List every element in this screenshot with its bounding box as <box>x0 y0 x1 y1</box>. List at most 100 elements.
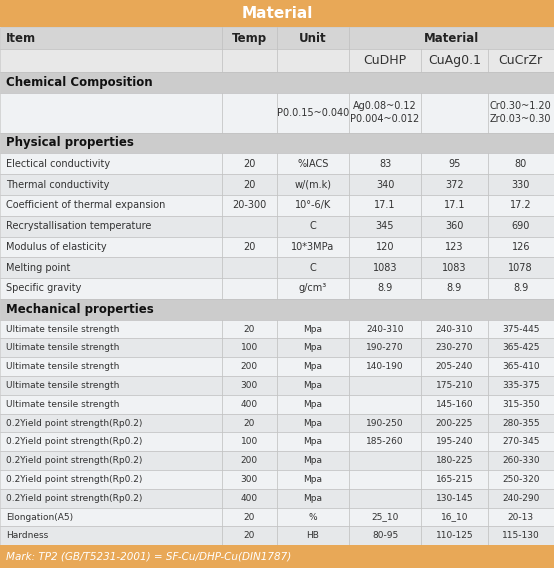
Bar <box>0 257 222 278</box>
Bar <box>421 195 488 216</box>
Text: Ultimate tensile strength: Ultimate tensile strength <box>6 381 119 390</box>
Text: 20: 20 <box>244 324 255 333</box>
Bar <box>0 27 222 49</box>
Text: 80: 80 <box>515 159 527 169</box>
Bar <box>488 174 554 195</box>
Text: Mpa: Mpa <box>304 381 322 390</box>
Bar <box>222 414 277 432</box>
Text: Mpa: Mpa <box>304 362 322 371</box>
Text: 8.9: 8.9 <box>513 283 529 294</box>
Text: 250-320: 250-320 <box>502 475 540 484</box>
Bar <box>421 470 488 489</box>
Bar <box>349 357 421 376</box>
Text: Cr0.30~1.20
Zr0.03~0.30: Cr0.30~1.20 Zr0.03~0.30 <box>490 101 552 124</box>
Bar <box>421 153 488 174</box>
Bar <box>0 432 222 451</box>
Bar <box>277 376 349 395</box>
Text: 25_10: 25_10 <box>371 512 399 521</box>
Bar <box>349 153 421 174</box>
Text: 20: 20 <box>243 179 255 190</box>
Bar <box>222 93 277 132</box>
Bar <box>0 508 222 527</box>
Bar <box>0 320 222 339</box>
Bar <box>488 357 554 376</box>
Bar <box>488 489 554 508</box>
Text: 0.2Yield point strength(Rp0.2): 0.2Yield point strength(Rp0.2) <box>6 437 142 446</box>
Text: Mpa: Mpa <box>304 475 322 484</box>
Bar <box>222 432 277 451</box>
Bar <box>222 236 277 257</box>
Text: Mpa: Mpa <box>304 400 322 409</box>
Text: 126: 126 <box>511 242 530 252</box>
Text: 190-250: 190-250 <box>366 419 404 428</box>
Text: HB: HB <box>306 531 320 540</box>
Text: Hardness: Hardness <box>6 531 48 540</box>
Text: 123: 123 <box>445 242 464 252</box>
Bar <box>488 278 554 299</box>
Text: 140-190: 140-190 <box>366 362 404 371</box>
Text: C: C <box>310 221 316 231</box>
Text: 335-375: 335-375 <box>502 381 540 390</box>
Bar <box>277 527 349 545</box>
Bar <box>222 278 277 299</box>
Bar <box>421 451 488 470</box>
Bar <box>222 339 277 357</box>
Text: 1083: 1083 <box>442 262 466 273</box>
Text: P0.0.15~0.040: P0.0.15~0.040 <box>277 108 349 118</box>
Bar <box>277 257 349 278</box>
Bar <box>0 216 222 236</box>
Text: 20-13: 20-13 <box>507 512 534 521</box>
Text: 83: 83 <box>379 159 391 169</box>
Bar <box>0 72 554 93</box>
Bar <box>349 257 421 278</box>
Text: 205-240: 205-240 <box>435 362 473 371</box>
Bar <box>277 278 349 299</box>
Bar <box>0 153 222 174</box>
Bar <box>421 257 488 278</box>
Bar <box>488 236 554 257</box>
Text: 230-270: 230-270 <box>435 343 473 352</box>
Text: Elongation(A5): Elongation(A5) <box>6 512 73 521</box>
Bar <box>421 93 488 132</box>
Text: 300: 300 <box>240 475 258 484</box>
Bar <box>0 49 222 72</box>
Text: Physical properties: Physical properties <box>6 136 134 149</box>
Bar <box>277 414 349 432</box>
Bar <box>421 216 488 236</box>
Bar <box>0 299 554 320</box>
Bar <box>0 451 222 470</box>
Text: 20-300: 20-300 <box>232 201 266 210</box>
Text: 375-445: 375-445 <box>502 324 540 333</box>
Text: 180-225: 180-225 <box>435 456 473 465</box>
Bar <box>222 357 277 376</box>
Bar <box>488 153 554 174</box>
Bar <box>488 339 554 357</box>
Bar <box>277 320 349 339</box>
Text: 365-425: 365-425 <box>502 343 540 352</box>
Bar <box>0 395 222 414</box>
Bar <box>222 451 277 470</box>
Bar <box>277 395 349 414</box>
Bar <box>222 489 277 508</box>
Text: Ultimate tensile strength: Ultimate tensile strength <box>6 400 119 409</box>
Bar <box>349 527 421 545</box>
Bar <box>222 153 277 174</box>
Text: 17.1: 17.1 <box>375 201 396 210</box>
Bar <box>0 414 222 432</box>
Bar <box>349 451 421 470</box>
Text: 10*3MPa: 10*3MPa <box>291 242 335 252</box>
Bar <box>222 216 277 236</box>
Text: Modulus of elasticity: Modulus of elasticity <box>6 242 106 252</box>
Text: Mpa: Mpa <box>304 324 322 333</box>
Bar <box>488 49 554 72</box>
Bar <box>0 376 222 395</box>
Text: 185-260: 185-260 <box>366 437 404 446</box>
Text: Mpa: Mpa <box>304 437 322 446</box>
Text: 280-355: 280-355 <box>502 419 540 428</box>
Text: 195-240: 195-240 <box>435 437 473 446</box>
Bar <box>421 508 488 527</box>
Text: Ultimate tensile strength: Ultimate tensile strength <box>6 324 119 333</box>
Text: Unit: Unit <box>299 32 327 45</box>
Bar <box>222 195 277 216</box>
Text: Material: Material <box>424 32 479 45</box>
